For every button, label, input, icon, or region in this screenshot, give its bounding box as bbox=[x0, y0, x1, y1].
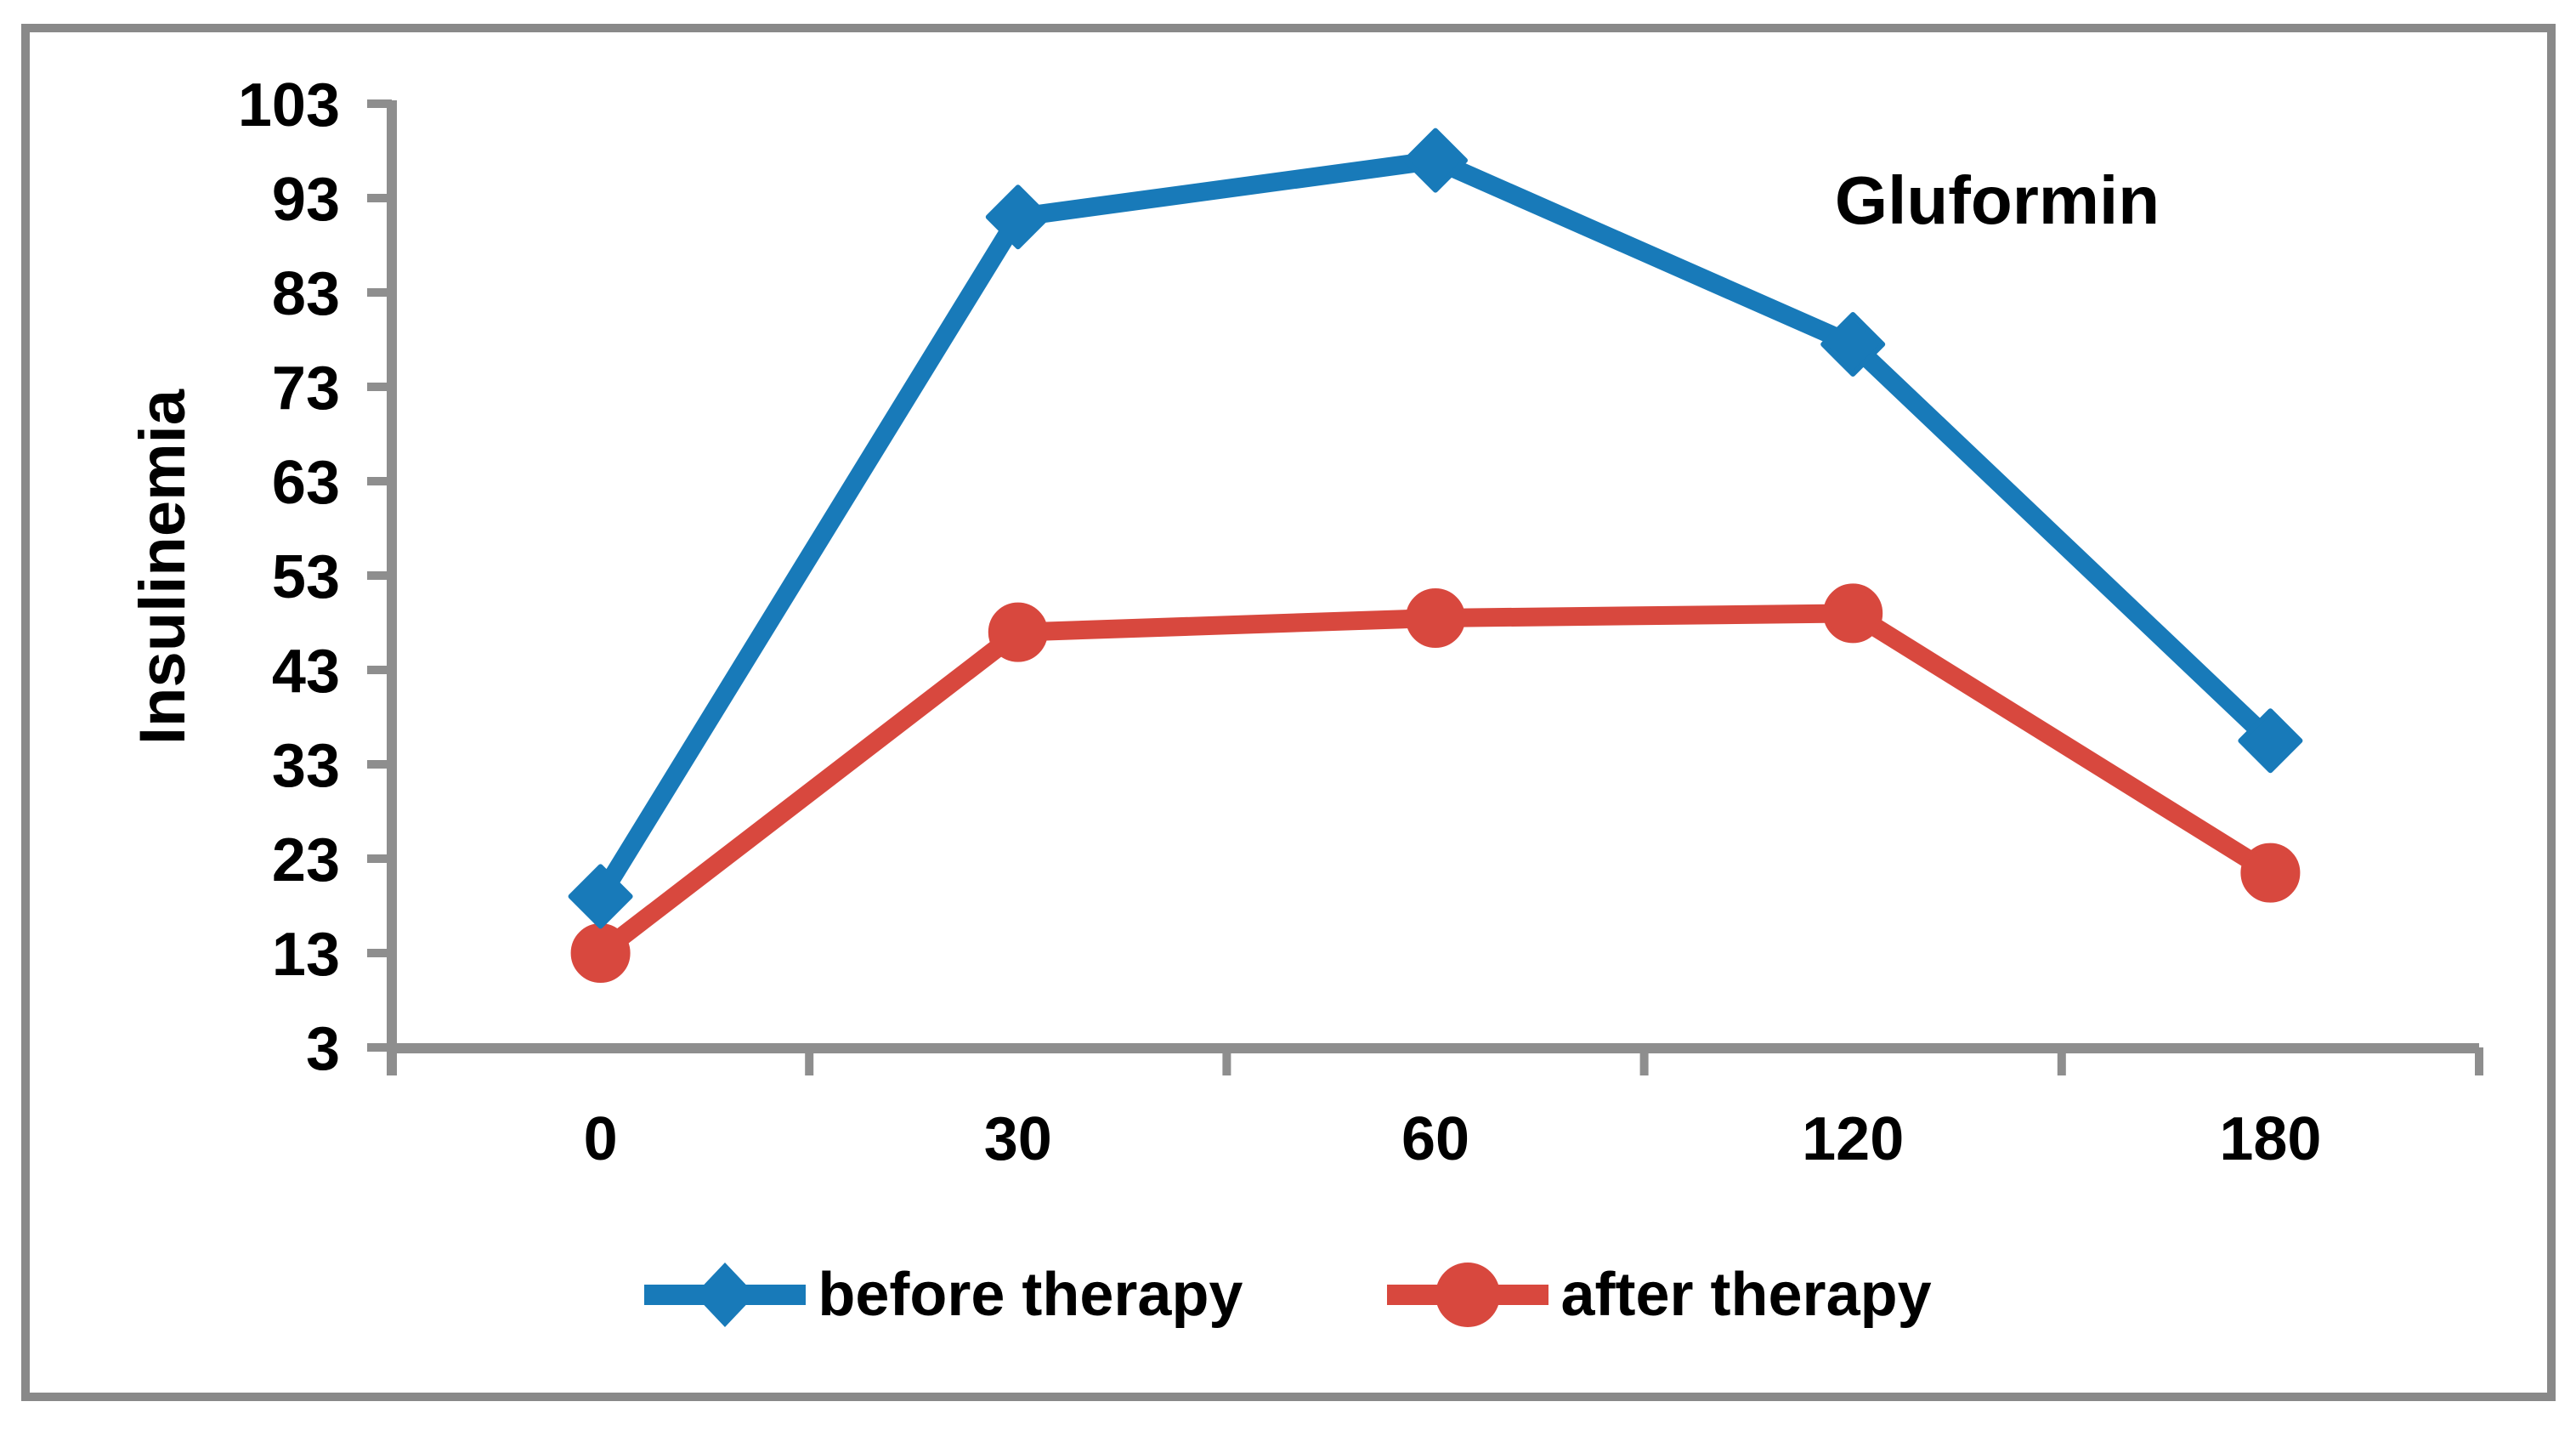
legend-diamond-marker bbox=[694, 1263, 756, 1327]
data-point-diamond bbox=[568, 864, 633, 929]
data-point-diamond bbox=[1820, 312, 1886, 377]
legend-marker-after-therapy-icon bbox=[1387, 1263, 1549, 1327]
x-tick-label: 30 bbox=[984, 1105, 1052, 1173]
y-tick-label: 103 bbox=[238, 71, 340, 139]
data-point-circle bbox=[2240, 843, 2301, 903]
y-tick-label: 23 bbox=[272, 826, 340, 894]
legend-item-after-therapy: after therapy bbox=[1387, 1257, 1932, 1333]
legend-item-before-therapy: before therapy bbox=[644, 1257, 1243, 1333]
y-tick-label: 73 bbox=[272, 355, 340, 423]
x-tick-label: 0 bbox=[584, 1105, 618, 1173]
data-point-diamond bbox=[985, 184, 1050, 250]
data-point-circle bbox=[570, 923, 631, 983]
legend-label-after-therapy: after therapy bbox=[1560, 1261, 1932, 1329]
series-line-before-therapy bbox=[592, 150, 2277, 902]
chart-outer-frame bbox=[21, 24, 2556, 1401]
chart-title: Gluformin bbox=[1834, 162, 2160, 238]
series-line-after-therapy bbox=[594, 604, 2276, 961]
data-point-diamond bbox=[1403, 128, 1468, 193]
x-tick-label: 180 bbox=[2219, 1105, 2321, 1173]
y-tick-label: 43 bbox=[272, 638, 340, 706]
y-tick-label: 83 bbox=[272, 260, 340, 328]
y-tick-label: 93 bbox=[272, 166, 340, 234]
y-tick-label: 13 bbox=[272, 921, 340, 989]
x-tick-label: 120 bbox=[1802, 1105, 1904, 1173]
legend: before therapy after therapy bbox=[0, 1257, 2576, 1333]
legend-marker-before-therapy-icon bbox=[644, 1263, 807, 1327]
y-tick-label: 33 bbox=[272, 732, 340, 800]
legend-label-before-therapy: before therapy bbox=[818, 1261, 1243, 1329]
legend-circle-marker bbox=[1435, 1263, 1501, 1327]
data-point-circle bbox=[1823, 583, 1883, 644]
y-tick-label: 53 bbox=[272, 543, 340, 611]
y-tick-label: 3 bbox=[306, 1015, 340, 1083]
data-point-circle bbox=[988, 602, 1048, 662]
data-point-diamond bbox=[2238, 708, 2303, 774]
y-tick-label: 63 bbox=[272, 449, 340, 517]
data-point-circle bbox=[1406, 587, 1465, 648]
x-tick-label: 60 bbox=[1401, 1105, 1469, 1173]
y-axis-title: Insulinemia bbox=[127, 389, 199, 746]
